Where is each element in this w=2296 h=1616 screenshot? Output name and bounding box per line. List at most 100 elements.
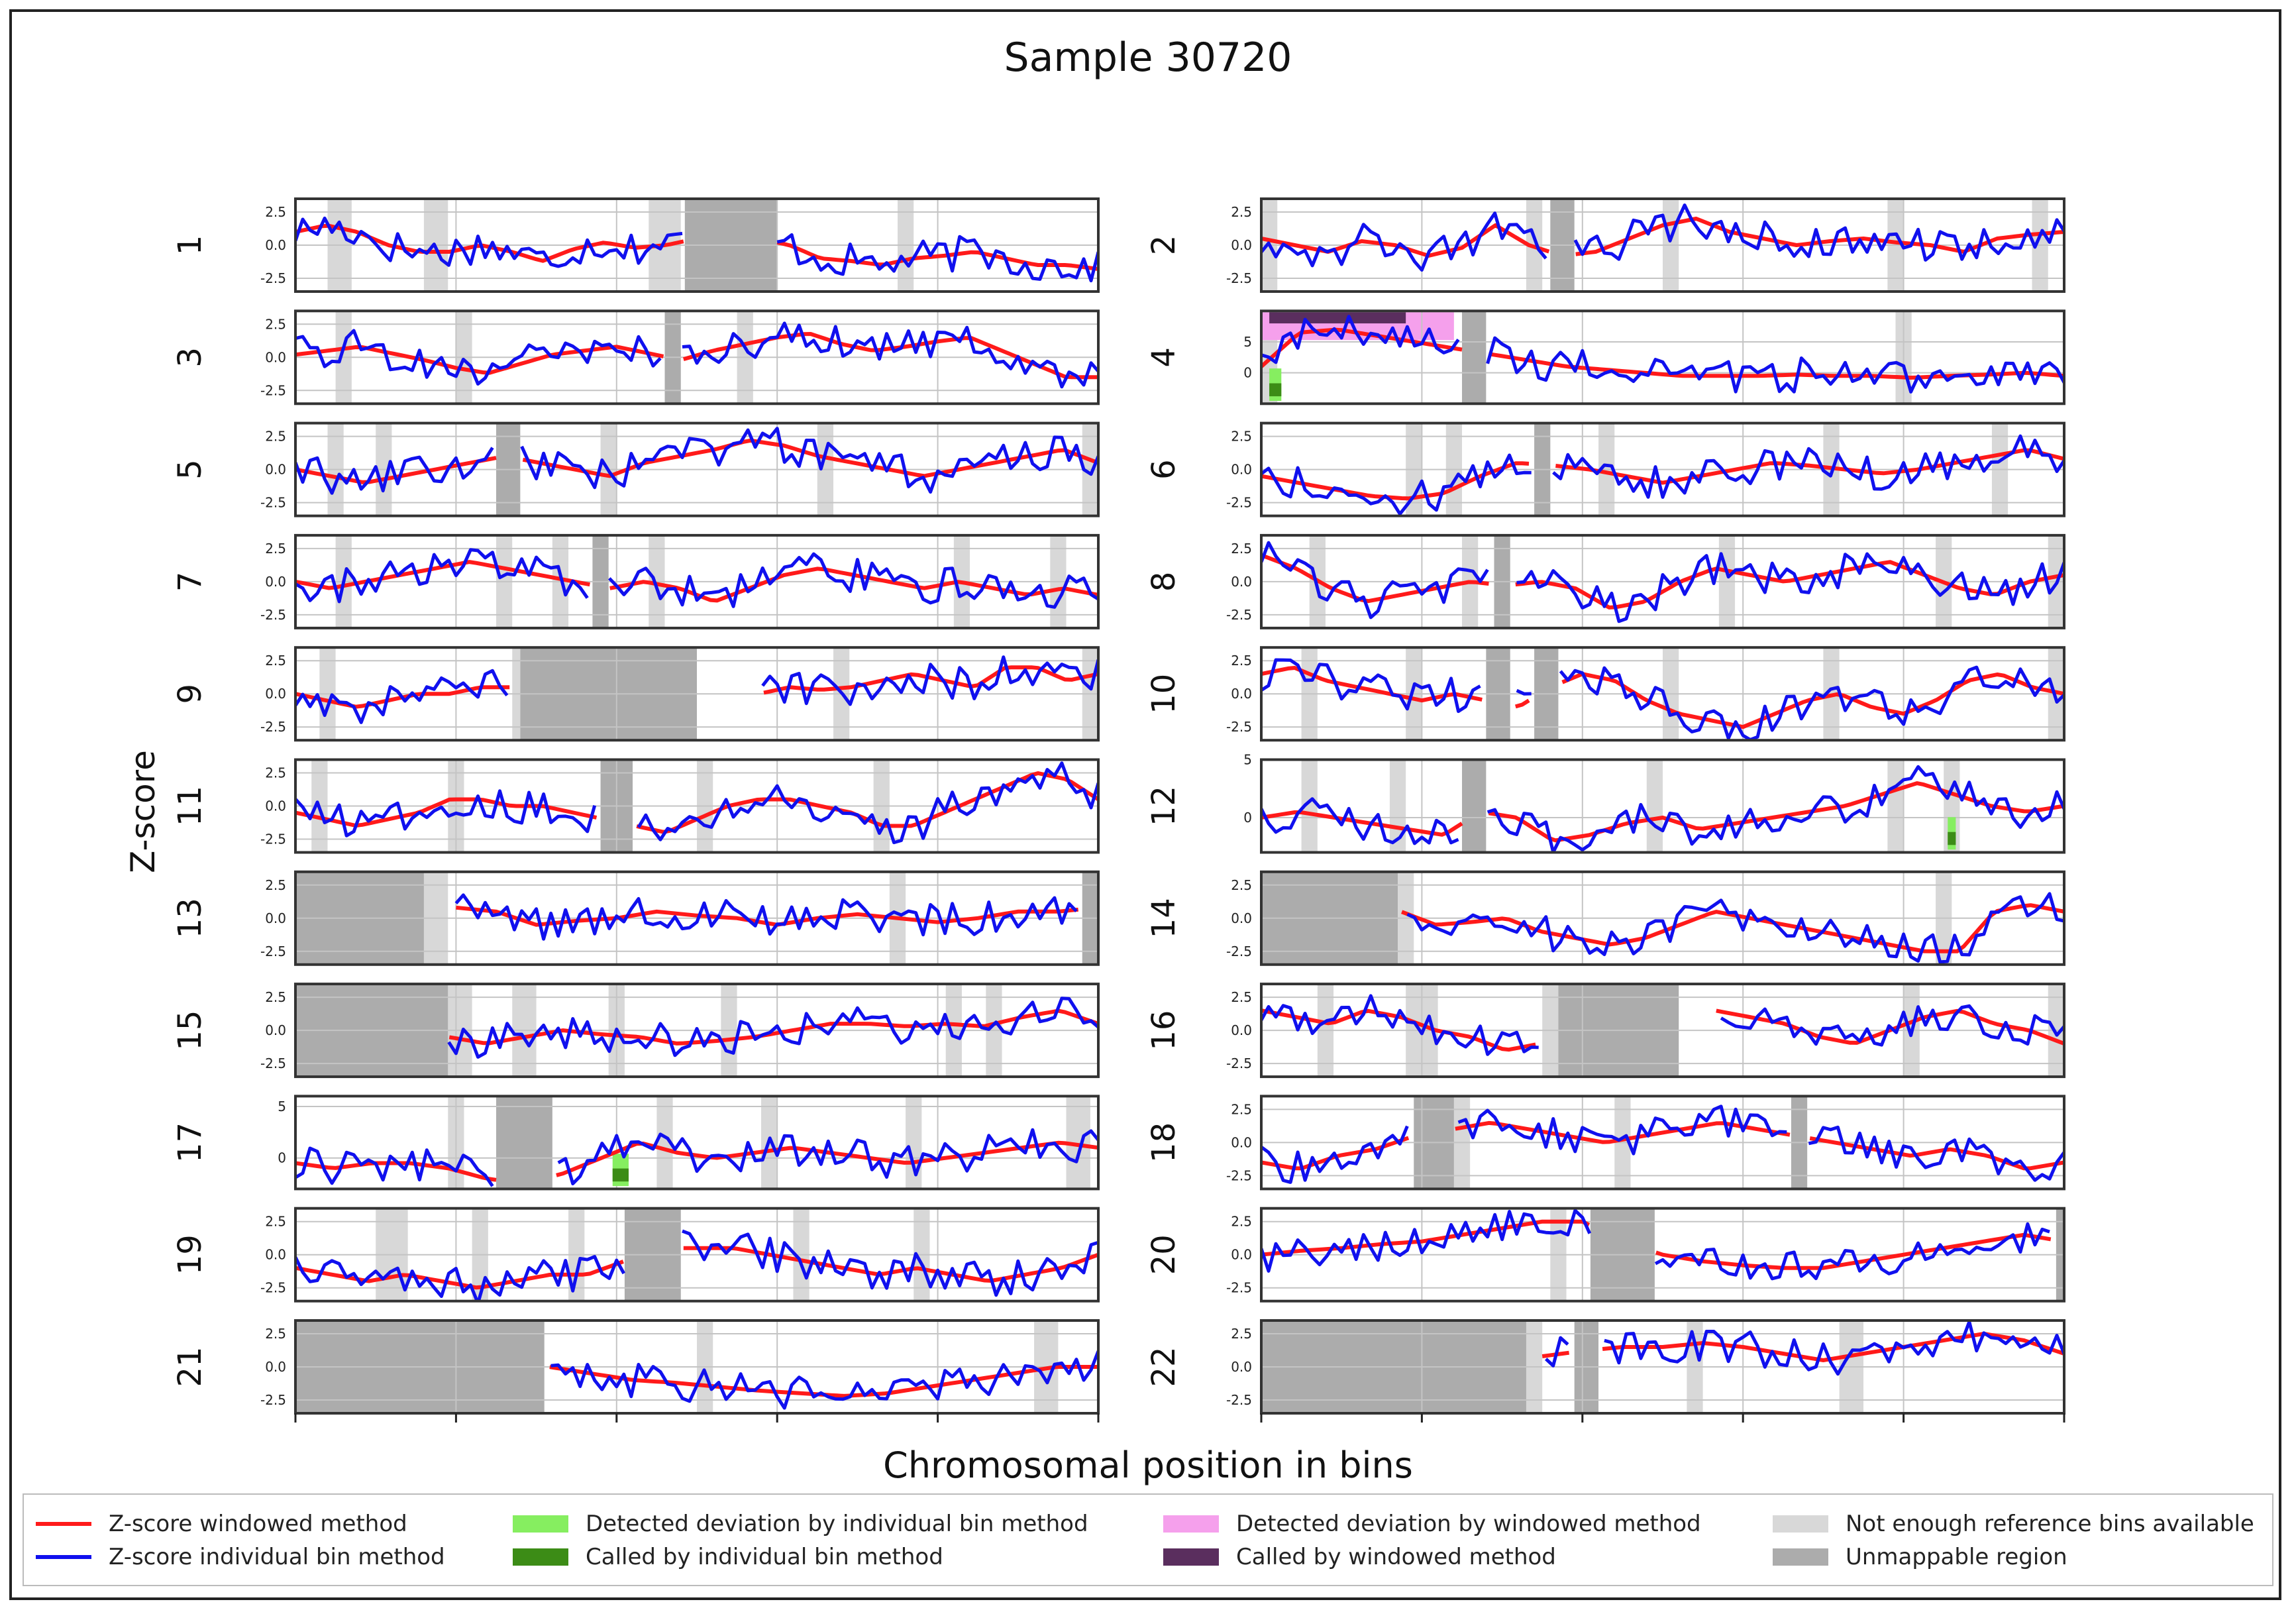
chromosome-label: 16 — [1145, 1010, 1182, 1051]
y-tick-label: 2.5 — [265, 316, 286, 332]
y-tick-label: -2.5 — [260, 943, 286, 959]
panel-frame — [294, 1207, 1100, 1303]
individual-zscore-line — [295, 427, 1098, 495]
chromosome-panel-18: 2.5 0.0 -2.5 18 — [1145, 1095, 2065, 1191]
legend-entry-windowed-zscore: Z-score windowed method — [36, 1508, 407, 1540]
y-tick-label: 0.0 — [265, 798, 286, 814]
chromosome-label: 4 — [1145, 347, 1182, 368]
y-tick-label: 0.0 — [1231, 1247, 1252, 1263]
legend-label: Called by windowed method — [1236, 1544, 1556, 1570]
chromosome-label: 13 — [172, 898, 209, 938]
individual-zscore-line — [1261, 203, 2064, 272]
y-tick-label: 2.5 — [1231, 989, 1252, 1005]
individual-called-mark — [612, 1168, 629, 1182]
chromosome-panel-16: 2.5 0.0 -2.5 16 — [1145, 983, 2065, 1079]
y-tick-label: -2.5 — [260, 495, 286, 511]
chromosome-label: 8 — [1145, 572, 1182, 592]
x-axis-label: Chromosomal position in bins — [883, 1444, 1413, 1486]
individual-zscore-line — [1544, 1320, 2064, 1376]
y-tick-label: 2.5 — [265, 541, 286, 557]
chromosome-panel-17: 5 0 17 — [172, 1095, 1100, 1191]
y-tick-label: 2.5 — [265, 765, 286, 781]
individual-zscore-line — [295, 761, 1098, 845]
legend-swatch-dark-gray — [1773, 1548, 1828, 1566]
chromosome-label: 12 — [1145, 786, 1182, 826]
panel-frame — [294, 983, 1100, 1079]
y-tick-label: -2.5 — [1226, 1167, 1252, 1183]
y-tick-label: -2.5 — [260, 1392, 286, 1408]
legend: Z-score windowed method Z-score individu… — [23, 1493, 2273, 1586]
y-tick-label: 2.5 — [265, 653, 286, 669]
chromosome-label: 10 — [1145, 674, 1182, 714]
y-tick-label: -2.5 — [1226, 943, 1252, 959]
windowed-zscore-line — [295, 332, 1098, 380]
y-tick-label: 0.0 — [265, 1359, 286, 1375]
no-reference-band — [906, 1096, 922, 1189]
y-tick-label: 0.0 — [265, 237, 286, 253]
legend-swatch-pink — [1163, 1515, 1219, 1533]
panel-background — [295, 1096, 1098, 1189]
y-tick-label: 5 — [1243, 334, 1252, 350]
y-tick-label: 2.5 — [265, 877, 286, 893]
y-tick-label: -2.5 — [1226, 1055, 1252, 1071]
individual-zscore-line — [1261, 658, 2064, 741]
individual-zscore-line — [1261, 315, 2064, 394]
y-tick-label: 5 — [1243, 752, 1252, 768]
y-tick-label: -2.5 — [260, 382, 286, 398]
chromosome-panel-19: 2.5 0.0 -2.5 19 — [172, 1207, 1100, 1303]
y-tick-label: -2.5 — [1226, 719, 1252, 735]
individual-zscore-line — [550, 1350, 1098, 1410]
chromosome-panel-20: 2.5 0.0 -2.5 20 — [1145, 1207, 2065, 1303]
panel-frame — [1260, 758, 2065, 854]
legend-swatch-light-gray — [1773, 1515, 1828, 1533]
chromosome-label: 11 — [172, 786, 209, 826]
chromosome-panel-13: 2.5 0.0 -2.5 13 — [172, 870, 1100, 966]
chromosome-label: 2 — [1145, 235, 1182, 256]
legend-label: Detected deviation by windowed method — [1236, 1511, 1701, 1537]
y-tick-label: -2.5 — [1226, 607, 1252, 623]
panel-frame — [294, 197, 1100, 293]
individual-called-mark — [1269, 383, 1282, 397]
y-tick-label: -2.5 — [260, 270, 286, 286]
y-tick-label: -2.5 — [260, 719, 286, 735]
y-tick-label: 0.0 — [265, 686, 286, 702]
legend-swatch-light-green — [513, 1515, 568, 1533]
legend-entry-windowed-detected: Detected deviation by windowed method — [1163, 1508, 1701, 1540]
chromosome-panel-10: 2.5 0.0 -2.5 10 — [1145, 646, 2065, 742]
y-tick-label: -2.5 — [1226, 495, 1252, 511]
y-tick-label: 2.5 — [265, 1326, 286, 1342]
legend-label: Called by individual bin method — [586, 1544, 943, 1570]
individual-zscore-line — [295, 1128, 1098, 1187]
y-tick-label: 0.0 — [265, 910, 286, 926]
chromosome-label: 19 — [172, 1234, 209, 1275]
y-tick-label: 0.0 — [1231, 1022, 1252, 1038]
individual-zscore-line — [1261, 1104, 2064, 1184]
panel-frame — [1260, 646, 2065, 742]
individual-zscore-line — [295, 655, 1098, 724]
y-tick-label: 0.0 — [1231, 237, 1252, 253]
chromosome-panel-12: 5 0 12 — [1145, 752, 2065, 854]
chromosome-label: 17 — [172, 1122, 209, 1163]
chromosome-panel-14: 2.5 0.0 -2.5 14 — [1145, 870, 2065, 966]
y-tick-label: 0.0 — [1231, 1134, 1252, 1150]
chromosome-label: 22 — [1145, 1346, 1182, 1387]
legend-swatch-blue-line — [36, 1555, 91, 1559]
individual-zscore-line — [295, 321, 1098, 389]
chromosome-panel-15: 2.5 0.0 -2.5 15 — [172, 983, 1100, 1079]
legend-swatch-dark-green — [513, 1548, 568, 1566]
chromosome-panel-3: 2.5 0.0 -2.5 3 — [172, 309, 1100, 405]
y-tick-label: 5 — [278, 1099, 286, 1114]
y-tick-label: -2.5 — [260, 1055, 286, 1071]
panel-frame — [1260, 983, 2065, 1079]
panel-frame — [1260, 421, 2065, 517]
chromosome-label: 21 — [172, 1346, 209, 1387]
no-reference-band — [1646, 759, 1663, 853]
panel-frame — [294, 758, 1100, 854]
y-tick-label: 0.0 — [1231, 686, 1252, 702]
chromosome-panel-7: 2.5 0.0 -2.5 7 — [172, 533, 1100, 629]
panel-frame — [294, 421, 1100, 517]
individual-zscore-line — [447, 997, 1098, 1059]
individual-zscore-line — [295, 1229, 1098, 1301]
no-reference-band — [1389, 759, 1406, 853]
